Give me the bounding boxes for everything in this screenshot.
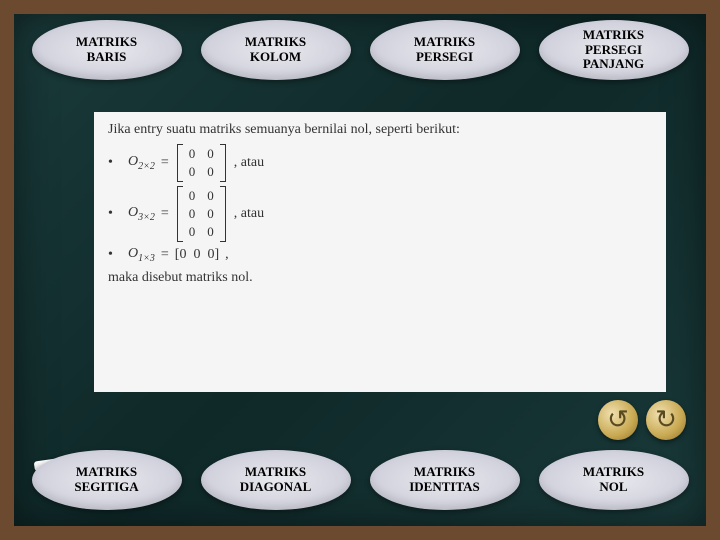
- tab-matriks-baris[interactable]: MATRIKS BARIS: [32, 20, 182, 80]
- prev-button[interactable]: ↺: [598, 400, 638, 440]
- matrix-name-2: O1×3: [128, 246, 155, 264]
- matrix-bracket-0: 00 00: [177, 144, 226, 182]
- equals-sign: =: [161, 247, 169, 263]
- equals-sign: =: [161, 206, 169, 222]
- after-text-2: ,: [225, 247, 229, 263]
- bullet-icon: •: [108, 247, 128, 263]
- matrix-name-1: O3×2: [128, 205, 155, 223]
- nav-arrows: ↺ ↻: [598, 400, 686, 440]
- tab-matriks-persegi[interactable]: MATRIKS PERSEGI: [370, 20, 520, 80]
- equals-sign: =: [161, 155, 169, 171]
- tab-matriks-diagonal[interactable]: MATRIKS DIAGONAL: [201, 450, 351, 510]
- content-panel: Jika entry suatu matriks semuanya bernil…: [94, 112, 666, 392]
- top-tab-row: MATRIKS BARIS MATRIKS KOLOM MATRIKS PERS…: [14, 20, 706, 80]
- tab-matriks-persegi-panjang[interactable]: MATRIKS PERSEGI PANJANG: [539, 20, 689, 80]
- tab-matriks-kolom[interactable]: MATRIKS KOLOM: [201, 20, 351, 80]
- after-text-1: , atau: [234, 206, 264, 222]
- outro-text: maka disebut matriks nol.: [108, 270, 652, 286]
- wooden-frame: MATRIKS BARIS MATRIKS KOLOM MATRIKS PERS…: [0, 0, 720, 540]
- tab-matriks-nol[interactable]: MATRIKS NOL: [539, 450, 689, 510]
- matrix-item-2: • O1×3 = [0 0 0] ,: [108, 246, 652, 264]
- matrix-name-0: O2×2: [128, 154, 155, 172]
- matrix-inline-2: [0 0 0]: [175, 247, 219, 263]
- bullet-icon: •: [108, 155, 128, 171]
- intro-text: Jika entry suatu matriks semuanya bernil…: [108, 122, 652, 138]
- bottom-tab-row: MATRIKS SEGITIGA MATRIKS DIAGONAL MATRIK…: [14, 450, 706, 510]
- chalkboard: MATRIKS BARIS MATRIKS KOLOM MATRIKS PERS…: [14, 14, 706, 526]
- matrix-bracket-1: 00 00 00: [177, 186, 226, 242]
- tab-matriks-identitas[interactable]: MATRIKS IDENTITAS: [370, 450, 520, 510]
- arrow-right-icon: ↻: [655, 405, 677, 435]
- matrix-item-0: • O2×2 = 00 00 , atau: [108, 144, 652, 182]
- after-text-0: , atau: [234, 155, 264, 171]
- bullet-icon: •: [108, 206, 128, 222]
- matrix-item-1: • O3×2 = 00 00 00 , atau: [108, 186, 652, 242]
- tab-matriks-segitiga[interactable]: MATRIKS SEGITIGA: [32, 450, 182, 510]
- next-button[interactable]: ↻: [646, 400, 686, 440]
- arrow-left-icon: ↺: [607, 405, 629, 435]
